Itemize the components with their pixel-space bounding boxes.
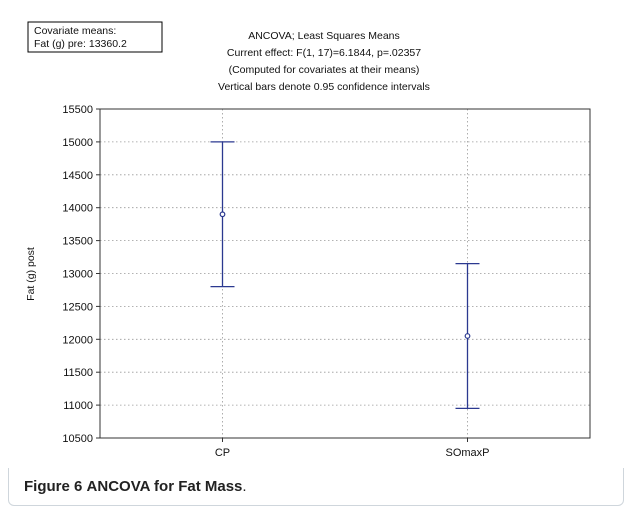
x-tick-label-somaxp: SOmaxP [445, 447, 489, 459]
x-tick-label-cp: CP [215, 447, 230, 459]
y-tick-label: 15500 [62, 104, 93, 116]
x-category-layer: CP SOmaxP [215, 438, 490, 459]
figure-caption: Figure 6 ANCOVA for Fat Mass. [24, 478, 247, 495]
mean-point-somaxp [464, 333, 471, 339]
covariate-box-line-1: Covariate means: [34, 25, 116, 37]
chart-background [8, 8, 624, 468]
y-tick-label: 13000 [62, 269, 93, 281]
y-tick-label: 14000 [62, 203, 93, 215]
y-tick-label: 11000 [63, 400, 93, 412]
y-tick-label: 14500 [62, 170, 93, 182]
covariate-box [27, 21, 163, 53]
chart-title-line-4: Vertical bars denote 0.95 confidence int… [218, 81, 430, 93]
caption-text: ANCOVA for Fat Mass [86, 478, 243, 495]
chart-title-line-3: (Computed for covariates at their means) [229, 64, 420, 76]
chart: Covariate means: Fat (g) pre: 13360.2 AN… [8, 8, 624, 468]
covariate-box-line-2: Fat (g) pre: 13360.2 [34, 38, 127, 50]
chart-title-line-1: ANCOVA; Least Squares Means [248, 30, 400, 42]
y-axis-label: Fat (g) post [25, 247, 37, 301]
y-tick-label: 12000 [62, 334, 93, 346]
chart-title-line-2: Current effect: F(1, 17)=6.1844, p=.0235… [227, 47, 421, 59]
y-tick-label: 10500 [62, 433, 93, 445]
mean-point-cp [219, 211, 226, 218]
y-tick-label: 13500 [62, 236, 93, 248]
y-tick-label: 12500 [62, 301, 93, 313]
caption-suffix: . [242, 478, 247, 495]
series-layer [210, 141, 480, 410]
y-tick-layer: 10500 11000 11500 12000 12500 13000 13500 14000… [62, 104, 100, 445]
y-tick-label: 15000 [62, 137, 93, 149]
y-tick-label: 11500 [63, 367, 93, 379]
plot-area-border [99, 108, 591, 439]
caption-label: Figure 6 [24, 478, 83, 495]
